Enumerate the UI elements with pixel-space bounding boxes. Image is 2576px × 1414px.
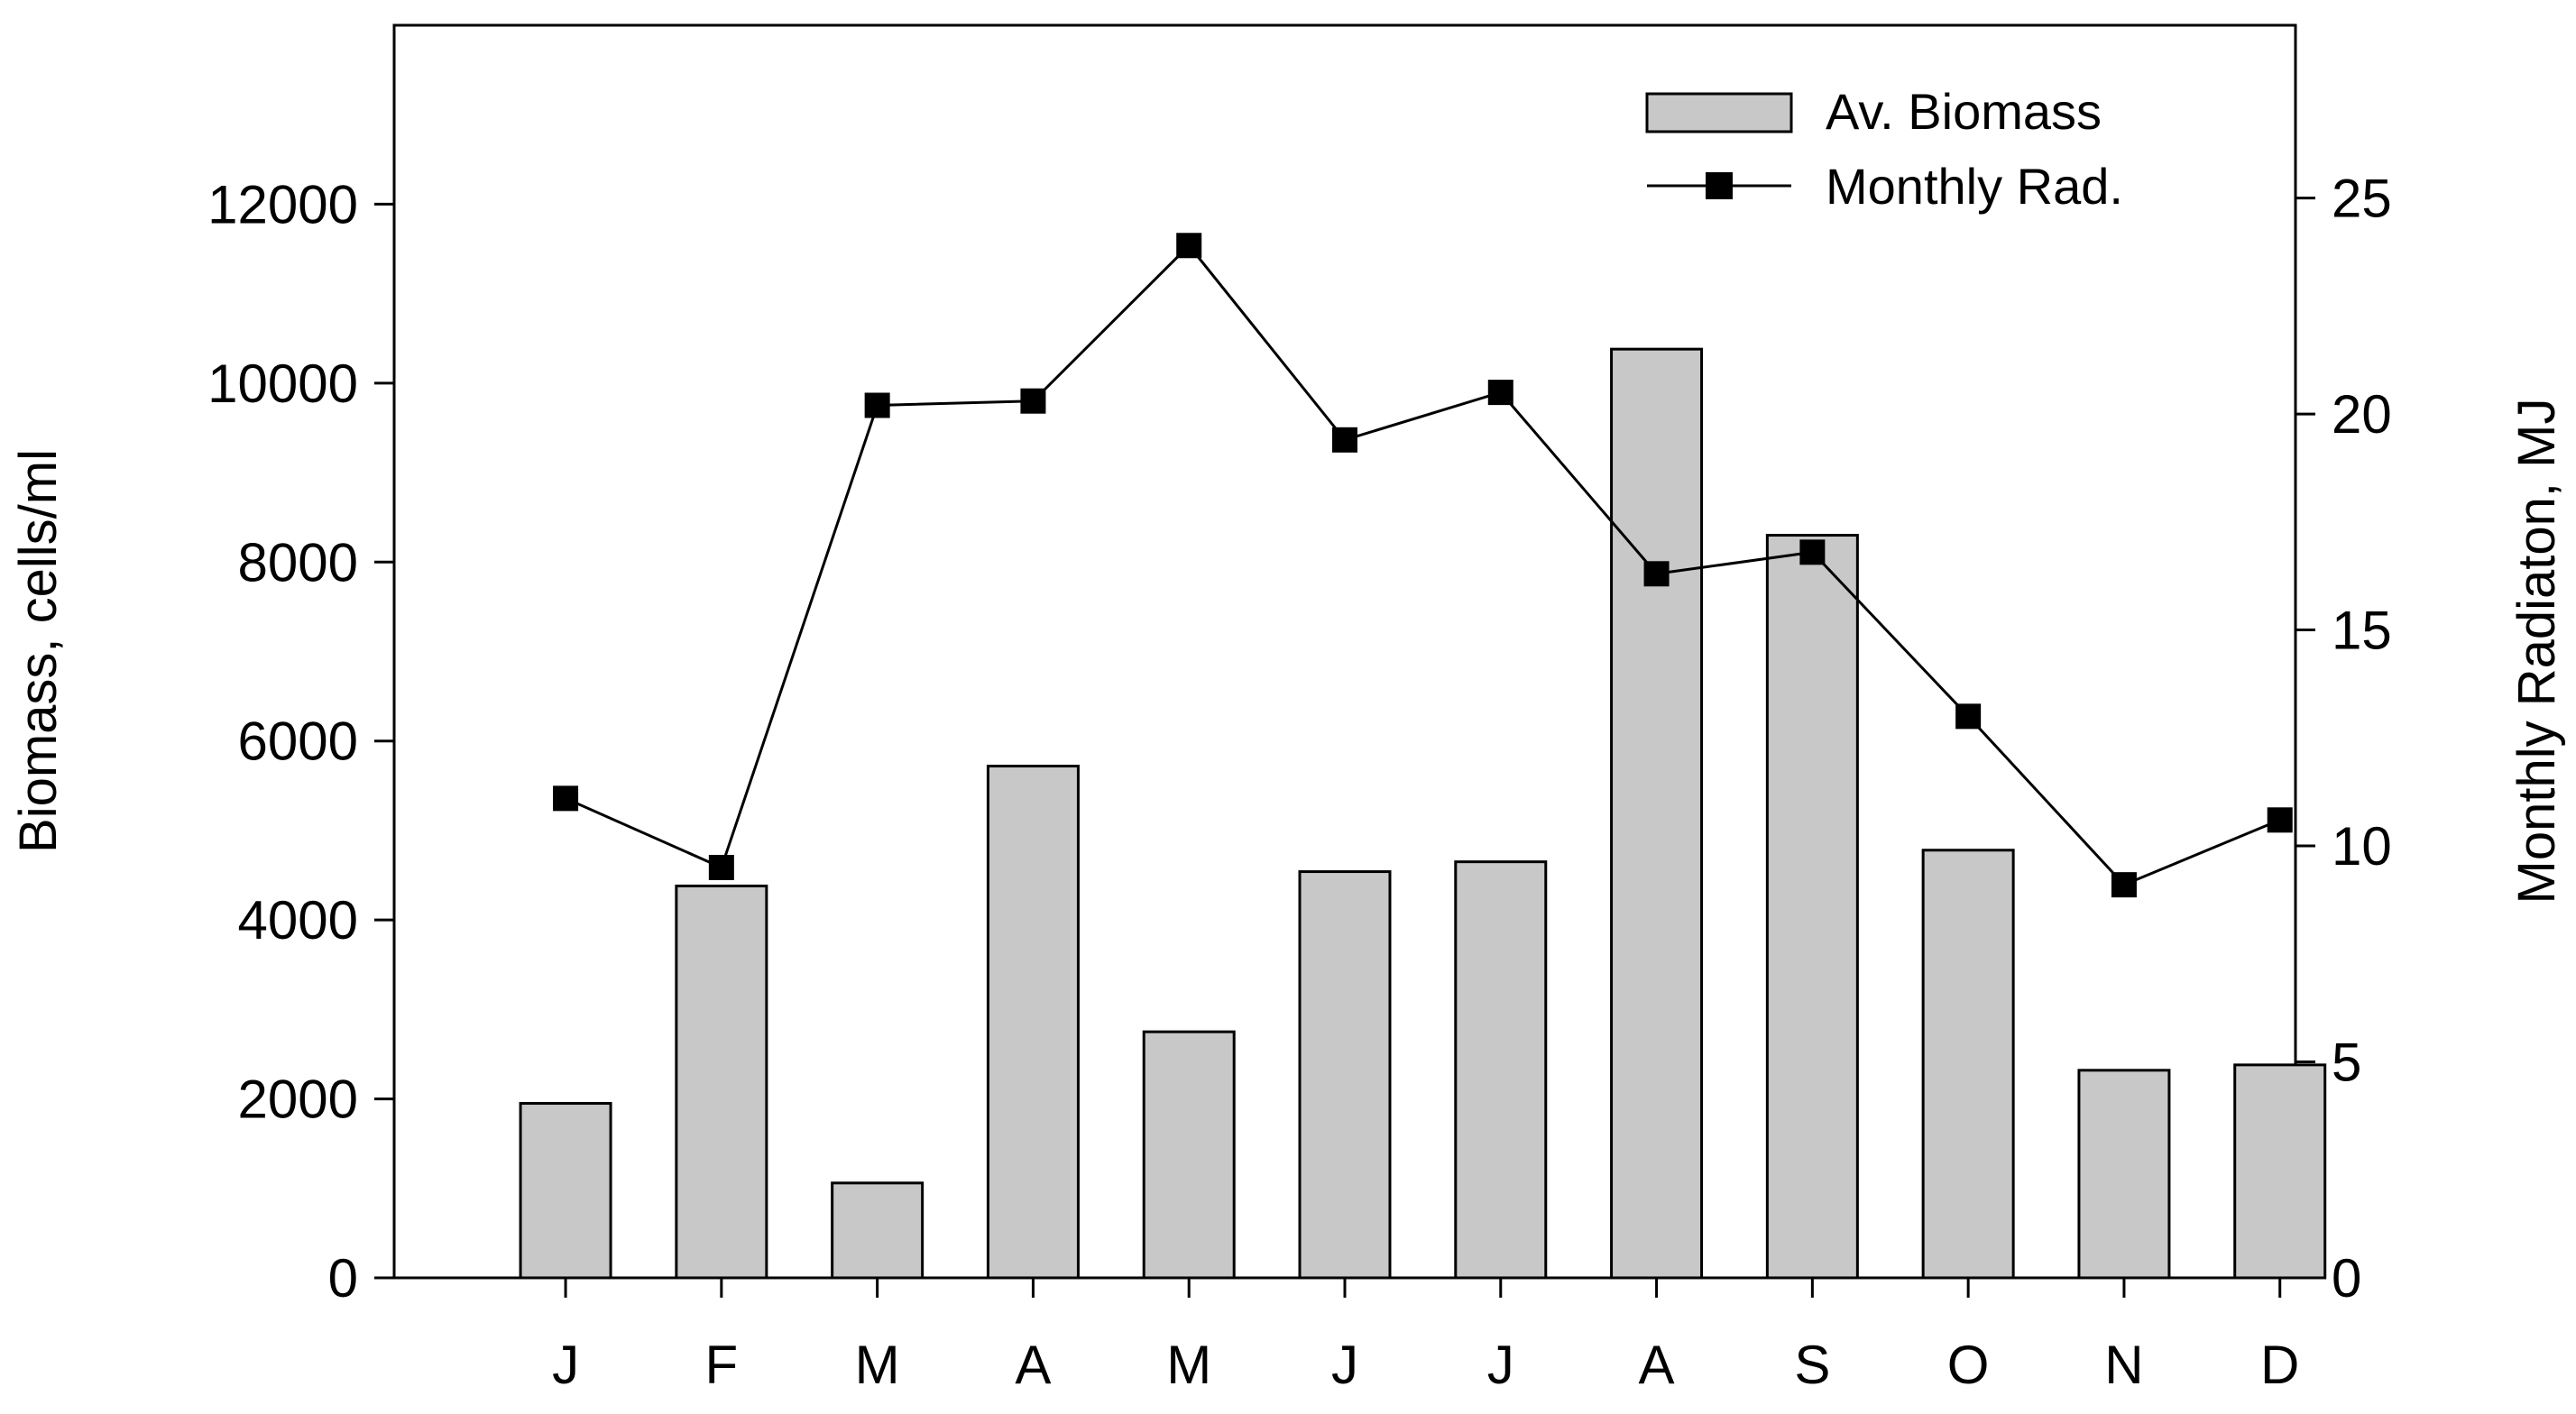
x-tick-label-1: J	[552, 1335, 579, 1395]
right-tick-label-2: 10	[2332, 816, 2392, 877]
x-tick-label-10: O	[1947, 1335, 1990, 1395]
left-y-axis: 0 2000 4000 6000 8000 10000 12000	[207, 174, 394, 1308]
legend-marker-radiation	[1706, 172, 1733, 199]
radiation-point-12	[2267, 807, 2293, 833]
legend-swatch-biomass	[1645, 92, 1793, 133]
left-tick-label-3: 6000	[238, 712, 358, 772]
right-tick-label-1: 5	[2332, 1033, 2361, 1093]
bar-5	[1142, 1030, 1236, 1280]
radiation-point-3	[864, 392, 890, 418]
right-tick-label-0: 0	[2332, 1248, 2361, 1308]
bar-6	[1298, 870, 1392, 1280]
right-tick-label-3: 15	[2332, 601, 2392, 661]
x-tick-label-8: A	[1639, 1335, 1675, 1395]
left-tick-label-1: 2000	[238, 1070, 358, 1130]
bar-4	[986, 764, 1080, 1280]
radiation-point-9	[1799, 539, 1826, 565]
radiation-line	[565, 243, 2281, 886]
x-tick-label-9: S	[1794, 1335, 1830, 1395]
left-tick-label-0: 0	[328, 1248, 358, 1308]
bar-9	[1765, 534, 1859, 1280]
radiation-point-4	[1020, 388, 1046, 414]
bar-11	[2077, 1069, 2171, 1280]
left-tick-label-5: 10000	[207, 354, 358, 414]
x-tick-label-4: A	[1015, 1335, 1051, 1395]
bar-3	[831, 1181, 925, 1280]
radiation-point-1	[553, 785, 579, 812]
bar-8	[1610, 347, 1704, 1280]
bar-12	[2233, 1063, 2327, 1280]
radiation-point-5	[1176, 233, 1202, 259]
right-tick-label-4: 20	[2332, 384, 2392, 445]
radiation-point-2	[708, 854, 734, 880]
legend-label-biomass: Av. Biomass	[1826, 83, 2102, 140]
x-tick-label-3: M	[855, 1335, 900, 1395]
left-axis-title: Biomass, cells/ml	[9, 449, 68, 853]
x-tick-label-2: F	[705, 1335, 739, 1395]
right-y-axis: 0 5 10 15 20 25	[2295, 169, 2392, 1308]
right-axis-title: Monthly Radiaton, MJ	[2507, 399, 2566, 904]
bar-7	[1454, 860, 1548, 1280]
left-tick-label-6: 12000	[207, 174, 358, 234]
biomass-bars	[519, 347, 2327, 1280]
radiation-point-8	[1643, 561, 1670, 587]
x-tick-label-5: M	[1166, 1335, 1211, 1395]
x-tick-label-11: N	[2104, 1335, 2143, 1395]
x-tick-label-6: J	[1331, 1335, 1358, 1395]
bar-2	[675, 884, 768, 1280]
left-tick-label-4: 8000	[238, 532, 358, 592]
legend: Av. Biomass Monthly Rad.	[1645, 83, 2123, 215]
bar-10	[1921, 849, 2015, 1280]
right-tick-label-5: 25	[2332, 169, 2392, 229]
bar-1	[519, 1102, 612, 1280]
x-tick-label-12: D	[2260, 1335, 2299, 1395]
left-tick-label-2: 4000	[238, 890, 358, 950]
radiation-point-7	[1487, 380, 1513, 406]
radiation-line-series	[553, 233, 2293, 898]
legend-label-radiation: Monthly Rad.	[1826, 158, 2123, 215]
radiation-point-11	[2111, 872, 2137, 898]
x-tick-label-7: J	[1487, 1335, 1514, 1395]
radiation-point-10	[1955, 703, 1982, 730]
radiation-point-6	[1332, 427, 1357, 453]
